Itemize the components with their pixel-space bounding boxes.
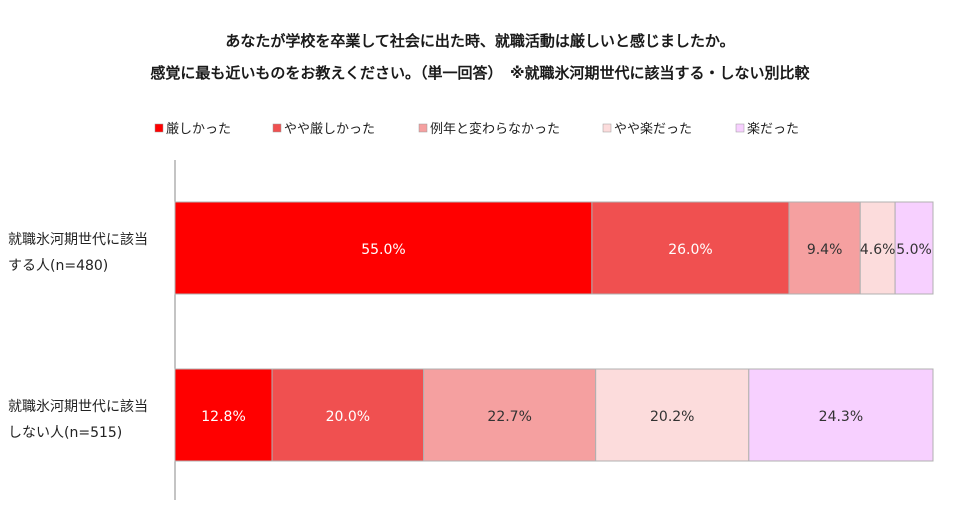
category-label-1: する人(n=480) [8, 258, 108, 274]
legend-label-4: やや楽だった [614, 121, 692, 137]
legend-label-3: 例年と変わらなかった [430, 121, 560, 137]
bar-segment-1-3 [788, 201, 861, 295]
category-label-1: 就職氷河期世代に該当 [8, 232, 148, 248]
bar-segment-1-1 [174, 201, 593, 295]
bar-segment-2-4 [595, 368, 750, 462]
chart-title-line1: あなたが学校を卒業して社会に出た時、就職活動は厳しいと感じましたか。 [225, 32, 735, 50]
legend-swatch-3 [418, 123, 428, 133]
data-label-2-1: 12.8% [201, 409, 245, 425]
bar-segment-2-1 [174, 368, 273, 462]
legend-swatch-4 [602, 123, 612, 133]
data-label-1-4: 4.6% [860, 242, 896, 258]
data-label-2-2: 20.0% [326, 409, 370, 425]
legend-swatch-5 [735, 123, 745, 133]
data-label-1-5: 5.0% [896, 242, 932, 258]
data-label-2-5: 24.3% [819, 409, 863, 425]
bar-segment-2-2 [271, 368, 425, 462]
legend-label-2: やや厳しかった [284, 122, 375, 137]
data-label-1-2: 26.0% [668, 242, 712, 258]
bar-segment-1-2 [591, 201, 790, 295]
legend-label-5: 楽だった [747, 121, 799, 137]
bar-segment-2-5 [748, 368, 934, 462]
data-label-2-3: 22.7% [487, 409, 531, 425]
category-label-2: しない人(n=515) [8, 425, 122, 441]
category-label-2: 就職氷河期世代に該当 [8, 399, 148, 415]
legend-swatch-1 [154, 123, 164, 133]
bar-segment-2-3 [423, 368, 597, 462]
chart-title-line2: 感覚に最も近いものをお教えください。（単一回答） ※就職氷河期世代に該当する・し… [150, 64, 810, 82]
legend-swatch-2 [272, 123, 282, 133]
data-label-1-3: 9.4% [807, 242, 843, 258]
data-label-2-4: 20.2% [650, 409, 694, 425]
legend: 厳しかった やや厳しかった 例年と変わらなかった やや楽だった 楽だった [154, 121, 799, 137]
bar-segment-1-4 [859, 201, 896, 295]
bars: 55.0% 26.0% 9.4% 4.6% 5.0% 12.8% 20.0% 22.7% 20.… [174, 201, 934, 462]
legend-label-1: 厳しかった [166, 122, 231, 137]
data-label-1-1: 55.0% [361, 242, 405, 258]
bar-segment-1-5 [894, 201, 934, 295]
